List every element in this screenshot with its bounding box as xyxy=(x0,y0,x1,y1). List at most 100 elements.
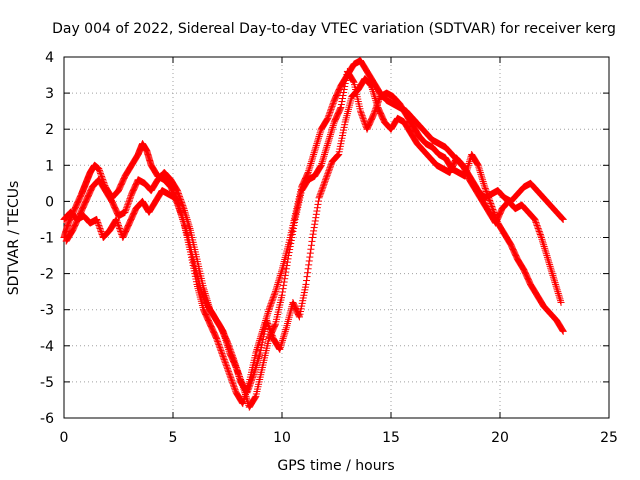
data-point xyxy=(295,312,303,320)
data-point xyxy=(556,297,564,305)
data-point xyxy=(558,214,566,222)
data-point xyxy=(320,180,328,188)
data-point xyxy=(481,184,489,192)
x-tick-label: 10 xyxy=(273,430,291,446)
data-point xyxy=(220,354,228,362)
data-point xyxy=(311,147,319,155)
data-point xyxy=(223,363,231,371)
data-point xyxy=(250,369,258,377)
data-point xyxy=(254,342,262,350)
data-point xyxy=(323,173,331,181)
data-point xyxy=(123,202,131,210)
data-point xyxy=(555,293,563,301)
data-point xyxy=(309,152,317,160)
data-point xyxy=(319,182,327,190)
data-point xyxy=(274,279,282,287)
data-point xyxy=(553,286,561,294)
data-point xyxy=(245,383,253,391)
y-tick-label: -3 xyxy=(40,303,54,319)
data-point xyxy=(269,294,277,302)
data-point xyxy=(277,342,285,350)
data-point xyxy=(358,112,366,120)
data-point xyxy=(264,320,272,328)
data-point xyxy=(315,132,323,140)
data-point xyxy=(93,215,101,223)
data-point xyxy=(304,169,312,177)
data-point xyxy=(534,224,542,232)
data-point xyxy=(322,147,330,155)
data-point xyxy=(547,266,555,274)
data-point xyxy=(222,360,230,368)
data-point xyxy=(328,127,336,135)
data-point xyxy=(264,308,272,316)
data-point xyxy=(324,114,332,122)
data-point xyxy=(277,270,285,278)
data-point xyxy=(550,275,558,283)
x-tick-label: 25 xyxy=(600,430,618,446)
y-tick-label: 3 xyxy=(45,86,54,102)
data-point xyxy=(269,295,277,303)
data-point xyxy=(305,165,313,173)
data-point xyxy=(125,196,133,204)
data-point xyxy=(279,285,287,293)
data-point xyxy=(323,141,331,149)
data-point xyxy=(542,248,550,256)
data-point xyxy=(322,176,330,184)
data-point xyxy=(321,179,329,187)
data-point xyxy=(230,383,238,391)
data-point xyxy=(308,237,316,245)
data-point xyxy=(307,158,315,166)
data-point xyxy=(308,156,316,164)
data-point xyxy=(218,350,226,358)
data-point xyxy=(273,284,281,292)
data-point xyxy=(547,264,555,272)
data-point xyxy=(314,200,322,208)
data-point xyxy=(282,326,290,334)
data-point xyxy=(313,140,321,148)
data-point xyxy=(221,359,229,367)
data-point xyxy=(476,169,484,177)
data-point xyxy=(97,169,105,177)
data-point xyxy=(216,345,224,353)
data-point xyxy=(249,372,257,380)
data-point xyxy=(251,367,259,375)
data-point xyxy=(553,284,561,292)
data-point xyxy=(314,136,322,144)
data-point xyxy=(244,386,252,394)
data-point xyxy=(324,168,332,176)
data-point xyxy=(280,278,288,286)
data-point xyxy=(94,220,102,228)
data-point xyxy=(310,227,318,235)
data-point xyxy=(250,371,258,379)
data-point xyxy=(322,174,330,182)
data-point xyxy=(552,280,560,288)
data-point xyxy=(176,207,184,215)
data-point xyxy=(313,138,321,146)
data-point xyxy=(307,245,315,253)
data-point xyxy=(307,159,315,167)
data-point xyxy=(249,374,257,382)
data-point xyxy=(310,150,318,158)
data-point xyxy=(124,199,132,207)
data-point xyxy=(543,253,551,261)
data-point xyxy=(324,170,332,178)
data-point xyxy=(317,189,325,197)
data-point xyxy=(539,237,547,245)
data-point xyxy=(359,113,367,121)
data-point xyxy=(281,271,289,279)
data-point xyxy=(220,356,228,364)
y-tick-label: 2 xyxy=(45,122,54,138)
data-point xyxy=(476,167,484,175)
data-point xyxy=(268,297,276,305)
data-point xyxy=(327,131,335,139)
data-point xyxy=(247,377,255,385)
data-point xyxy=(319,156,327,164)
data-point xyxy=(325,136,333,144)
data-point xyxy=(316,191,324,199)
data-point xyxy=(312,141,320,149)
data-point xyxy=(255,340,263,348)
data-point xyxy=(327,129,335,137)
data-point xyxy=(311,220,319,228)
x-axis-title: GPS time / hours xyxy=(277,458,394,474)
